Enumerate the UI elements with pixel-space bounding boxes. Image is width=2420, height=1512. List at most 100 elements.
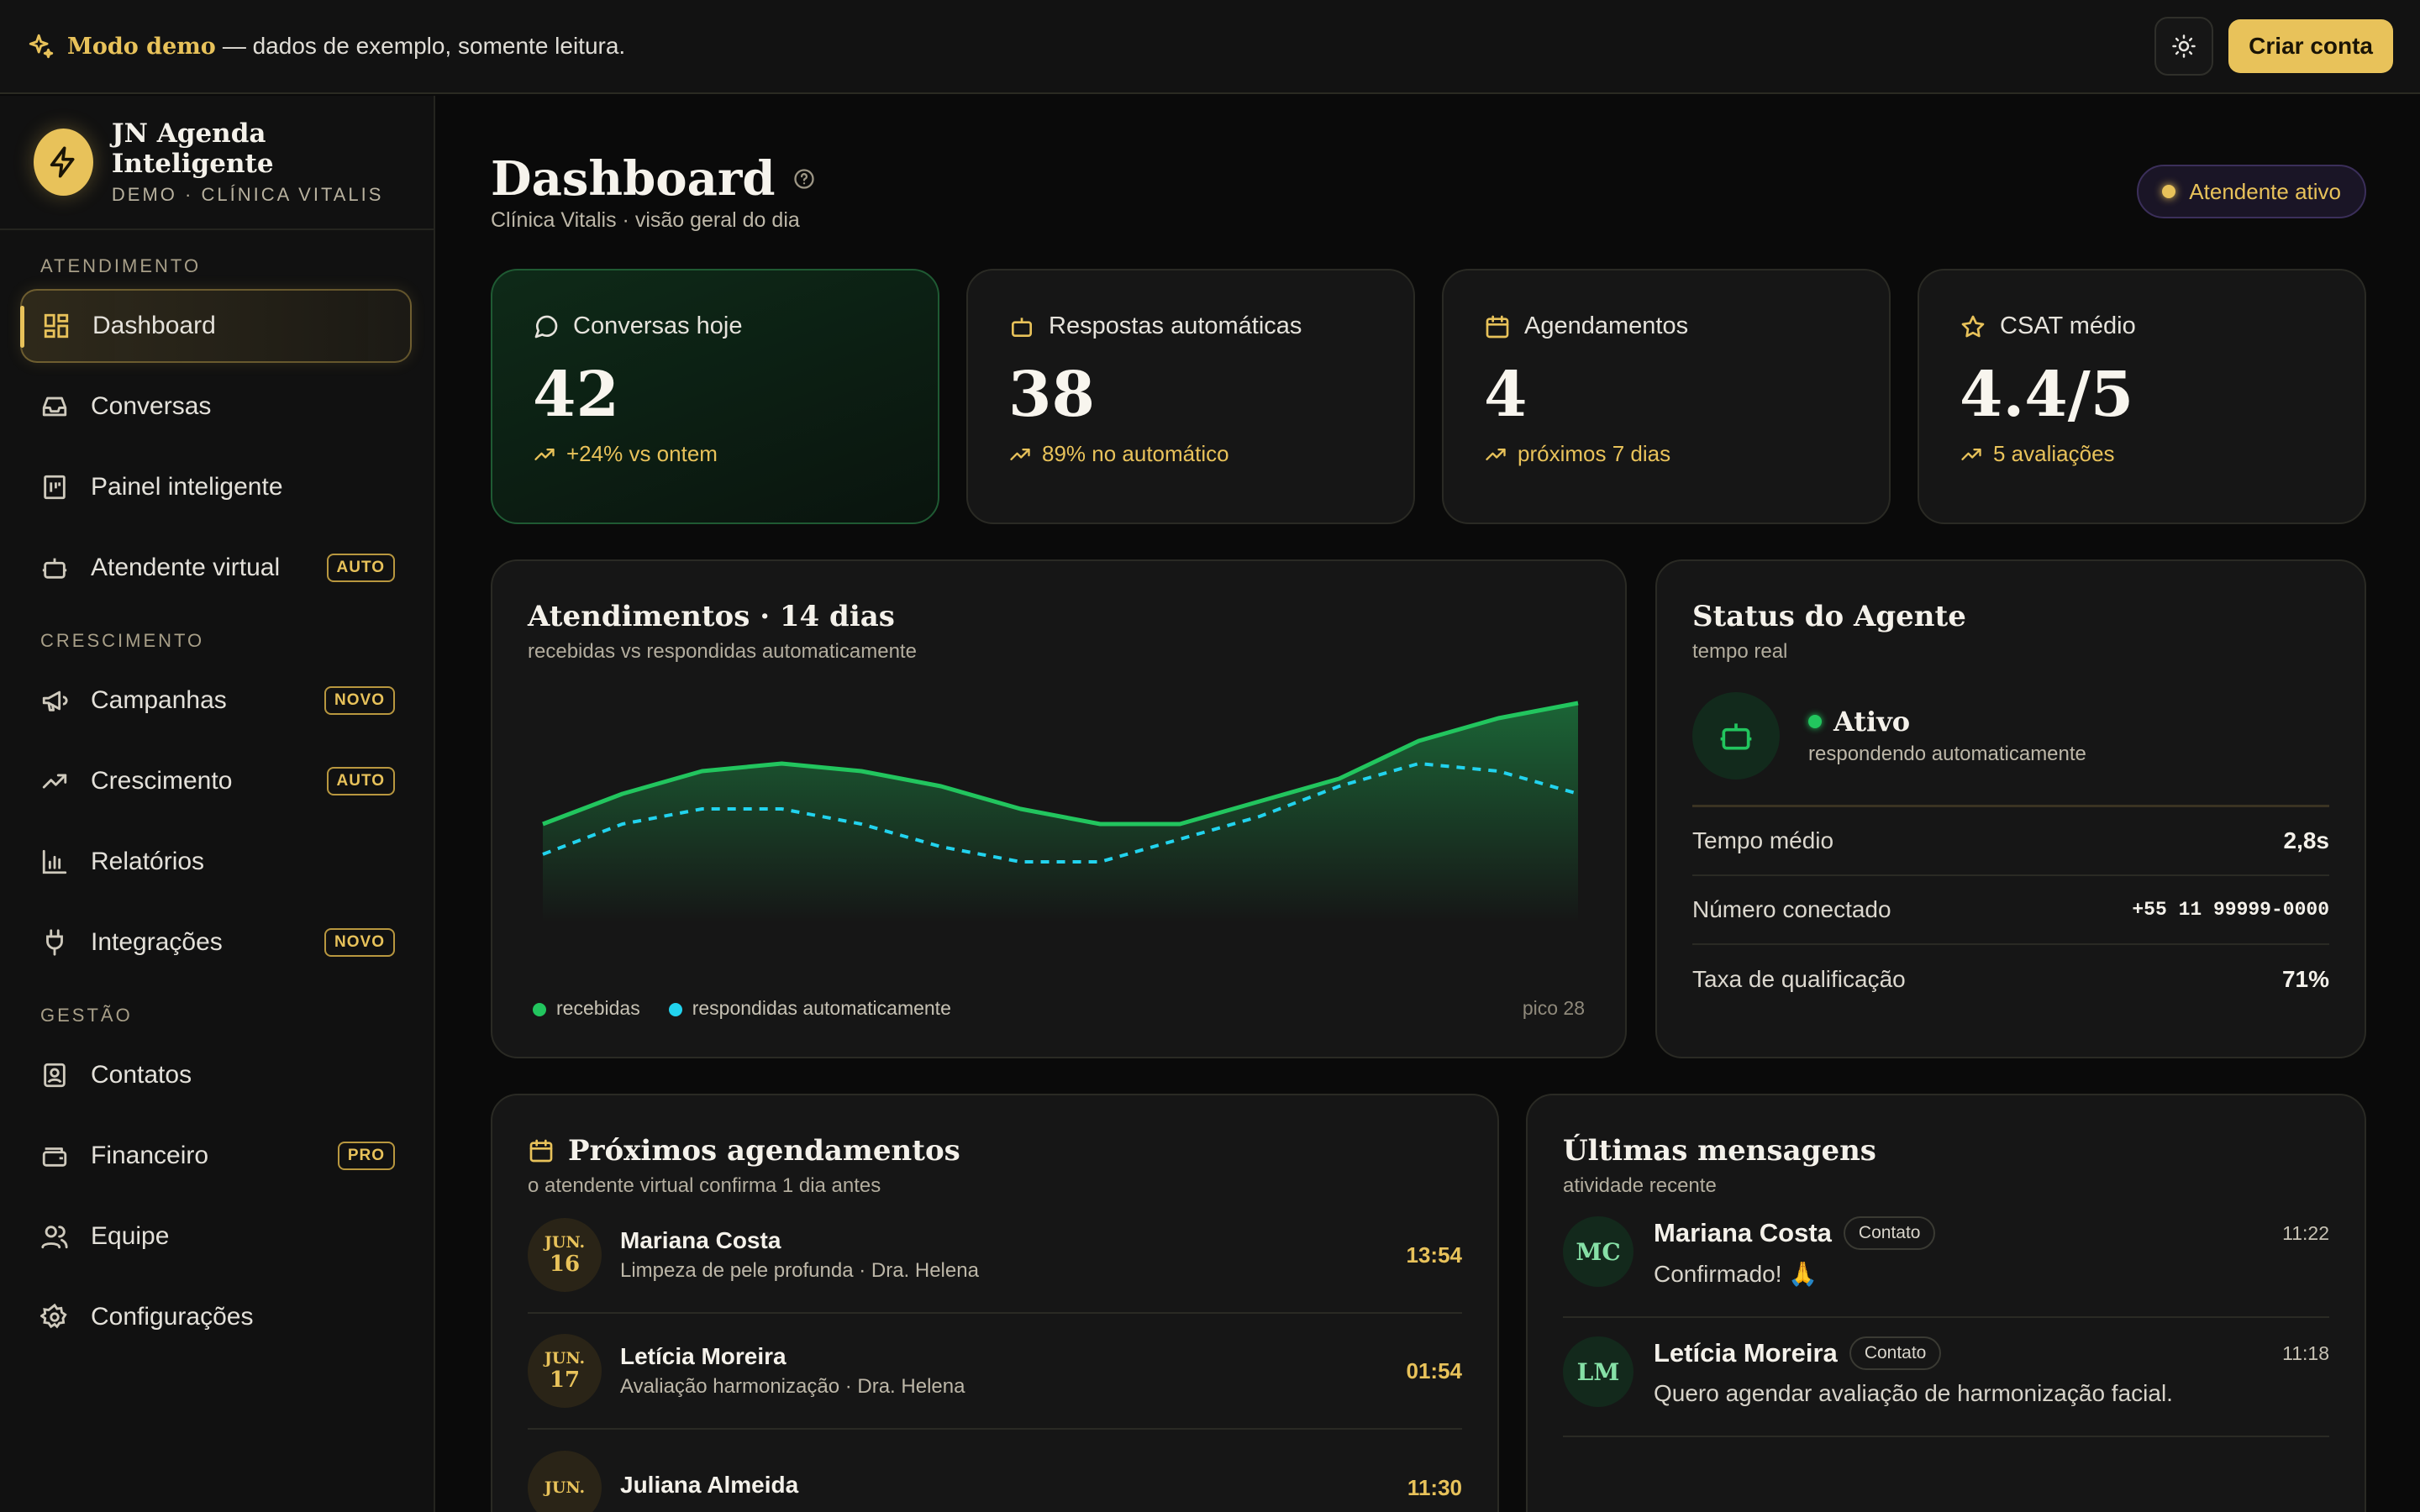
agent-status-card: Status do Agente tempo real Ativo respon…	[1655, 559, 2366, 1058]
wallet-icon	[42, 1147, 67, 1167]
kpi-card-conversas[interactable]: Conversas hoje 42 +24% vs ontem	[491, 269, 939, 524]
sidebar-item-atendente-virtual[interactable]: Atendente virtual AUTO	[20, 531, 412, 605]
kpi-delta: próximos 7 dias	[1518, 441, 1671, 466]
date-chip: JUN. 16	[528, 1218, 602, 1292]
sidebar-item-label: Equipe	[91, 1222, 170, 1250]
appointment-time: 11:30	[1407, 1474, 1462, 1500]
brand: JN Agenda Inteligente DEMO · CLÍNICA VIT…	[0, 96, 434, 230]
date-chip: JUN.	[528, 1451, 602, 1512]
kpi-delta: +24% vs ontem	[566, 441, 718, 466]
sidebar-item-label: Painel inteligente	[91, 473, 283, 501]
date-chip: JUN. 17	[528, 1334, 602, 1408]
sidebar-item-relatorios[interactable]: Relatórios	[20, 825, 412, 899]
calendar-icon	[1486, 315, 1509, 338]
calendar-icon	[529, 1139, 553, 1163]
nav-section-crescimento: CRESCIMENTO	[40, 630, 205, 651]
metric-label: Taxa de qualificação	[1692, 966, 1906, 992]
bot-icon	[1720, 723, 1752, 750]
message-item[interactable]: LM Letícia Moreira Contato 11:18 Quero a…	[1563, 1318, 2329, 1437]
sidebar-item-label: Configurações	[91, 1303, 254, 1331]
sidebar-item-label: Atendente virtual	[91, 554, 281, 581]
users-icon	[41, 1226, 68, 1249]
message-time: 11:18	[2282, 1341, 2329, 1364]
message-text: Confirmado! 🙏	[1654, 1261, 1818, 1287]
trend-up-icon	[1486, 448, 1506, 460]
chart-peak-label: pico 28	[1522, 997, 1585, 1019]
appointment-row[interactable]: JUN. 16 Mariana Costa Limpeza de pele pro…	[528, 1198, 1462, 1314]
sidebar-item-label: Integrações	[91, 928, 223, 956]
kpi-label: Respostas automáticas	[1049, 312, 1302, 339]
avatar: LM	[1563, 1336, 1634, 1407]
sidebar-item-dashboard[interactable]: Dashboard	[20, 289, 412, 363]
sidebar-item-painel-inteligente[interactable]: Painel inteligente	[20, 450, 412, 524]
legend-item-respondidas: respondidas automaticamente	[668, 997, 951, 1020]
help-icon[interactable]	[792, 167, 816, 191]
brand-logo[interactable]	[34, 129, 93, 196]
novo-badge: NOVO	[324, 686, 395, 715]
message-text: Quero agendar avaliação de harmonização …	[1654, 1380, 2173, 1406]
theme-toggle-button[interactable]	[2154, 17, 2214, 76]
agent-avatar	[1692, 692, 1780, 780]
appointments-card: Próximos agendamentos o atendente virtua…	[491, 1094, 1499, 1512]
trend-icon	[42, 774, 67, 789]
kpi-label: CSAT médio	[2000, 312, 2136, 339]
contact-tag: Contato	[1843, 1216, 1936, 1250]
kpi-card-agendamentos[interactable]: Agendamentos 4 próximos 7 dias	[1442, 269, 1891, 524]
sidebar-item-financeiro[interactable]: Financeiro PRO	[20, 1119, 412, 1193]
sidebar-item-crescimento[interactable]: Crescimento AUTO	[20, 744, 412, 818]
nav-section-atendimento: ATENDIMENTO	[40, 255, 202, 276]
kpi-card-respostas[interactable]: Respostas automáticas 38 89% no automáti…	[966, 269, 1415, 524]
appointment-row[interactable]: JUN. Juliana Almeida 11:30	[528, 1430, 1462, 1512]
message-item[interactable]: MC Mariana Costa Contato 11:22 Confirmad…	[1563, 1198, 2329, 1318]
metric-value: 2,8s	[2283, 827, 2330, 853]
status-label: Atendente ativo	[2189, 178, 2341, 204]
star-icon	[1961, 315, 1985, 337]
appointment-name: Letícia Moreira	[620, 1343, 786, 1369]
status-badge[interactable]: Atendente ativo	[2137, 165, 2366, 218]
nav-section-gestao: GESTÃO	[40, 1005, 133, 1026]
avatar: MC	[1563, 1216, 1634, 1287]
messages-card: Últimas mensagens atividade recente MC M…	[1526, 1094, 2366, 1512]
demo-banner: Modo demo — dados de exemplo, somente le…	[0, 0, 2420, 94]
sidebar-item-conversas[interactable]: Conversas	[20, 370, 412, 444]
sidebar-item-configuracoes[interactable]: Configurações	[20, 1280, 412, 1354]
metric-row: Tempo médio 2,8s	[1692, 807, 2329, 876]
agent-state-desc: respondendo automaticamente	[1808, 743, 2086, 765]
trend-up-icon	[534, 448, 555, 460]
kpi-card-csat[interactable]: CSAT médio 4.4/5 5 avaliações	[1918, 269, 2366, 524]
sidebar-item-integracoes[interactable]: Integrações NOVO	[20, 906, 412, 979]
kpi-label: Conversas hoje	[573, 312, 743, 339]
auto-badge: AUTO	[326, 767, 395, 795]
metric-value: 71%	[2281, 966, 2329, 992]
chart-legend: recebidas respondidas automaticamente	[533, 997, 951, 1020]
legend-item-recebidas: recebidas	[533, 997, 640, 1020]
metric-value: +55 11 99999-0000	[2132, 899, 2329, 921]
sidebar-item-contatos[interactable]: Contatos	[20, 1038, 412, 1112]
agent-metrics: Tempo médio 2,8s Número conectado +55 11…	[1692, 805, 2329, 1014]
sidebar-item-equipe[interactable]: Equipe	[20, 1200, 412, 1273]
sidebar-item-campanhas[interactable]: Campanhas NOVO	[20, 664, 412, 738]
appointment-name: Juliana Almeida	[620, 1472, 799, 1498]
main-content: Dashboard Clínica Vitalis · visão geral …	[437, 96, 2420, 1512]
message-time: 11:22	[2282, 1221, 2329, 1244]
appointment-name: Mariana Costa	[620, 1227, 781, 1253]
contact-tag: Contato	[1849, 1336, 1942, 1370]
create-account-button[interactable]: Criar conta	[2228, 19, 2393, 73]
sun-icon	[2172, 34, 2196, 58]
metric-row: Taxa de qualificação 71%	[1692, 945, 2329, 1014]
brand-name: JN Agenda Inteligente	[111, 118, 274, 179]
bar-chart-icon	[42, 849, 67, 874]
page-subtitle: Clínica Vitalis · visão geral do dia	[491, 208, 800, 232]
appointment-row[interactable]: JUN. 17 Letícia Moreira Avaliação harmoni…	[528, 1314, 1462, 1430]
legend-label: respondidas automaticamente	[692, 997, 951, 1019]
grid-icon	[44, 313, 69, 339]
sidebar-item-label: Crescimento	[91, 767, 233, 795]
sidebar-item-label: Dashboard	[92, 312, 216, 339]
appointments-title: Próximos agendamentos	[568, 1134, 960, 1168]
sparkle-icon	[29, 34, 54, 59]
agent-state: Ativo	[1833, 706, 1911, 738]
megaphone-icon	[42, 690, 68, 711]
message-sender: Mariana Costa	[1654, 1218, 1832, 1247]
series-area-recebidas	[543, 703, 1578, 922]
sidebar-item-label: Campanhas	[91, 686, 227, 714]
